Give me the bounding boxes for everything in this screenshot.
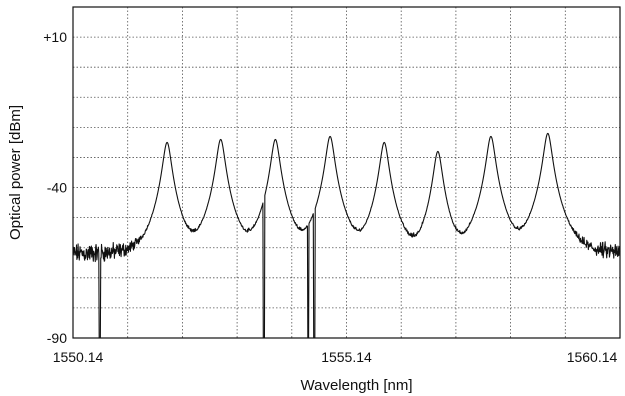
- y-tick-labels: +10 -40 -90: [43, 29, 67, 346]
- y-tick-label: +10: [43, 29, 67, 45]
- x-axis-title: Wavelength [nm]: [301, 377, 413, 394]
- plot-border: [72, 6, 621, 339]
- y-axis-title: Optical power [dBm]: [7, 105, 24, 240]
- series-layer: [72, 132, 621, 339]
- plot-frame: [72, 6, 621, 339]
- x-tick-label: 1550.14: [53, 349, 104, 365]
- spectrum-trace: [72, 132, 621, 339]
- x-tick-label: 1560.14: [567, 349, 618, 365]
- grid-layer: [72, 6, 621, 339]
- y-tick-label: -90: [47, 330, 67, 346]
- x-tick-label: 1555.14: [321, 349, 372, 365]
- y-tick-label: -40: [47, 180, 67, 196]
- x-tick-labels: 1550.14 1555.14 1560.14: [53, 349, 618, 365]
